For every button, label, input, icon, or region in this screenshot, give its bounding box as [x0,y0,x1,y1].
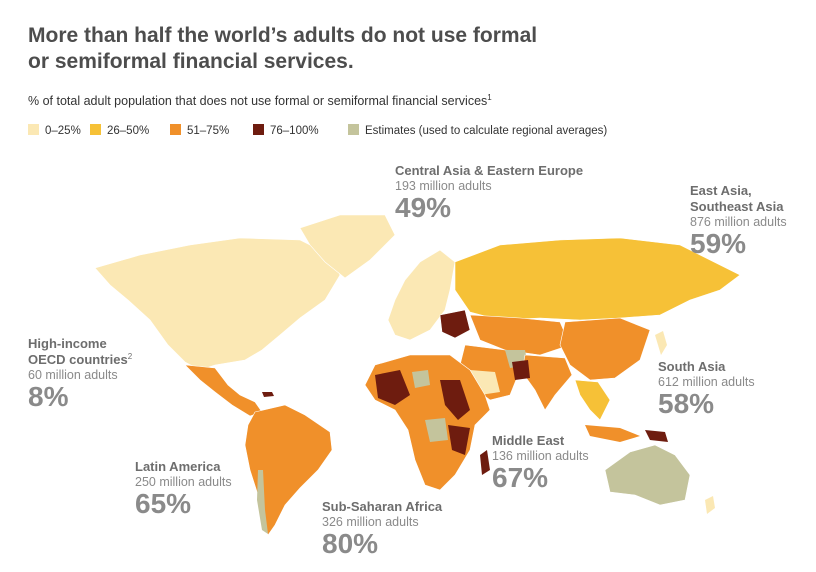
region-name-text: Central Asia & Eastern Europe [395,163,583,178]
region-name-text: Sub-Saharan Africa [322,499,443,514]
china [559,317,651,381]
papua [645,430,668,442]
region-note: 2 [128,352,133,361]
japan-korea [655,331,667,355]
region-adults: 136 million adults [492,449,589,463]
southeast-asia [574,379,611,421]
subtitle-text: % of total adult population that does no… [28,94,487,108]
legend-label: 0–25% [45,125,81,137]
region-name: Middle East [492,433,565,448]
region-adults: 326 million adults [322,515,419,529]
region-adults: 60 million adults [28,368,118,382]
region-adults: 193 million adults [395,179,492,193]
region-share: 58% [658,388,714,419]
indonesia [585,425,640,442]
legend-label: Estimates (used to calculate regional av… [365,125,607,137]
legend-label: 51–75% [187,125,229,137]
region-name: High-income [28,336,107,351]
legend-swatch [170,124,181,135]
greenland [299,214,396,279]
africa-high [375,370,470,455]
south-america [244,404,333,536]
region-name-text: South Asia [658,359,726,374]
australia [604,444,691,506]
subtitle-note: 1 [487,93,492,102]
region-share: 67% [492,462,548,493]
world-map [94,214,741,536]
region-name: Southeast Asia [690,199,784,214]
new-zealand [705,496,715,514]
region-name: Latin America [135,459,221,474]
region-share: 65% [135,488,191,519]
region-name-text: Latin America [135,459,221,474]
region-name-text: High-income [28,336,107,351]
region-name: Central Asia & Eastern Europe [395,163,583,178]
region-share: 49% [395,192,451,223]
region-name: Sub-Saharan Africa [322,499,443,514]
title: More than half the world’s adults do not… [28,24,537,47]
chile [257,470,268,534]
region-name: East Asia, [690,183,752,198]
region-name-text: Southeast Asia [690,199,784,214]
madagascar [480,450,490,475]
eastern-europe [439,309,471,339]
region-name-text: East Asia, [690,183,752,198]
region-adults: 876 million adults [690,215,787,229]
north-america [94,237,341,371]
region-name: South Asia [658,359,726,374]
india [521,354,573,411]
region-adults: 250 million adults [135,475,232,489]
region-share: 80% [322,528,378,559]
region-adults: 612 million adults [658,375,755,389]
pakistan [512,360,530,380]
region-name-text: Middle East [492,433,565,448]
title: or semiformal financial services. [28,50,354,73]
legend-swatch [348,124,359,135]
region-name: OECD countries2 [28,352,133,367]
mexico-central-america [184,364,263,417]
region-share: 8% [28,381,69,412]
legend-label: 26–50% [107,125,149,137]
legend-swatch [253,124,264,135]
legend-label: 76–100% [270,125,319,137]
central-asia [469,314,571,356]
africa-est [412,370,448,442]
region-share: 59% [690,228,746,259]
subtitle: % of total adult population that does no… [28,93,492,108]
region-name-text: OECD countries [28,352,128,367]
legend-swatch [90,124,101,135]
europe [387,249,456,341]
legend-swatch [28,124,39,135]
caribbean [262,392,274,397]
